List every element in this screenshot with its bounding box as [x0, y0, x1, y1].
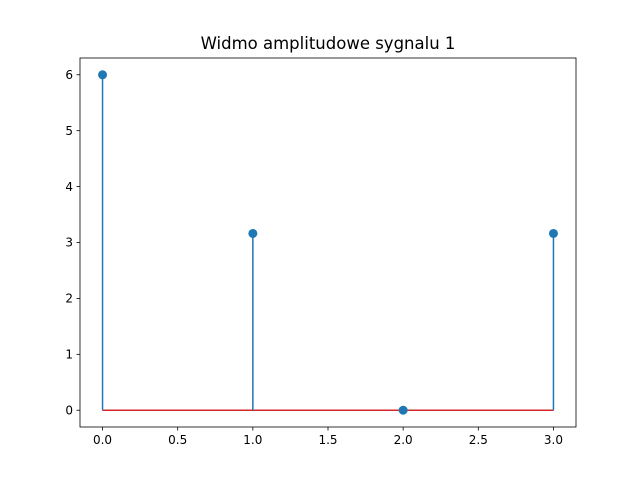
y-tick-label: 5 — [65, 124, 73, 138]
x-tick-label: 0.0 — [93, 433, 112, 447]
x-tick-label: 2.5 — [469, 433, 488, 447]
y-tick-label: 1 — [65, 348, 73, 362]
x-tick-label: 1.0 — [243, 433, 262, 447]
stem-marker — [248, 228, 258, 238]
y-tick-label: 3 — [65, 236, 73, 250]
y-tick-label: 6 — [65, 68, 73, 82]
stem-marker — [398, 405, 408, 415]
chart-title: Widmo amplitudowe sygnalu 1 — [201, 34, 456, 53]
x-tick-label: 0.5 — [168, 433, 187, 447]
plot-area: 0.0 0.5 1.0 1.5 2.0 2.5 3.0 0 1 2 3 4 5 6 — [65, 57, 577, 447]
y-tick-label: 2 — [65, 292, 73, 306]
x-tick-label: 3.0 — [544, 433, 563, 447]
stem-marker — [548, 228, 558, 238]
stem-marker — [98, 70, 108, 80]
y-tick-label: 4 — [65, 180, 73, 194]
x-tick-label: 1.5 — [318, 433, 337, 447]
y-tick-label: 0 — [65, 403, 73, 417]
x-tick-label: 2.0 — [394, 433, 413, 447]
axes-frame — [79, 57, 577, 428]
